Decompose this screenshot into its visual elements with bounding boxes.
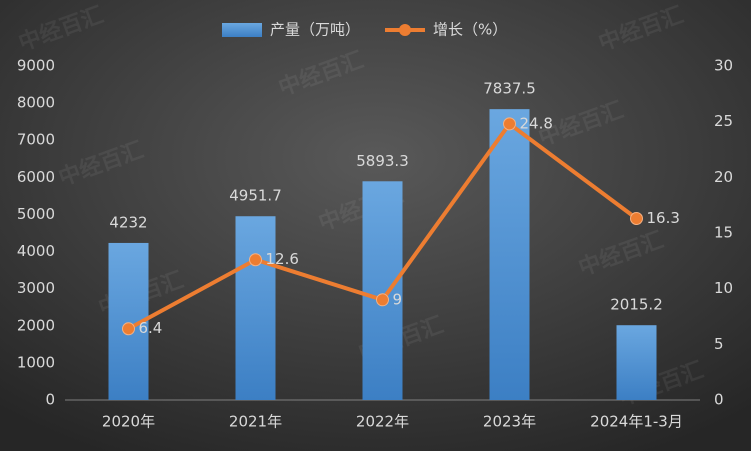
y-tick-label: 7000 bbox=[17, 131, 55, 149]
bar-value-label: 4232 bbox=[109, 213, 147, 231]
bar bbox=[616, 325, 657, 400]
x-tick-label: 2020年 bbox=[102, 413, 155, 431]
legend-label: 增长（%） bbox=[433, 21, 507, 39]
y-tick-label: 0 bbox=[45, 391, 55, 409]
line-marker bbox=[376, 293, 389, 307]
bar-value-label: 2015.2 bbox=[610, 296, 663, 314]
bar bbox=[235, 216, 276, 400]
line-marker bbox=[249, 253, 262, 267]
y-tick-label: 5000 bbox=[17, 205, 55, 223]
line-marker bbox=[630, 212, 643, 226]
y-tick-label: 3000 bbox=[17, 279, 55, 297]
y-tick-label: 6000 bbox=[17, 168, 55, 186]
bar-value-label: 4951.7 bbox=[229, 187, 282, 205]
y2-tick-label: 10 bbox=[714, 279, 733, 297]
line-value-label: 24.8 bbox=[520, 114, 553, 132]
y2-tick-label: 25 bbox=[714, 112, 733, 130]
bar bbox=[362, 181, 403, 400]
y2-tick-label: 20 bbox=[714, 168, 733, 186]
y2-tick-label: 30 bbox=[714, 57, 733, 75]
y-tick-label: 1000 bbox=[17, 353, 55, 371]
x-tick-label: 2023年 bbox=[483, 413, 536, 431]
line-value-label: 16.3 bbox=[647, 209, 680, 227]
legend-swatch bbox=[222, 23, 262, 37]
y-tick-label: 8000 bbox=[17, 94, 55, 112]
line-value-label: 6.4 bbox=[139, 319, 163, 337]
line-marker bbox=[122, 322, 135, 336]
bar-value-label: 5893.3 bbox=[356, 152, 409, 170]
y2-tick-label: 0 bbox=[714, 391, 724, 409]
y-tick-label: 2000 bbox=[17, 316, 55, 334]
bar-value-label: 7837.5 bbox=[483, 80, 536, 98]
x-tick-label: 2022年 bbox=[356, 413, 409, 431]
y-tick-label: 9000 bbox=[17, 57, 55, 75]
line-value-label: 12.6 bbox=[266, 250, 299, 268]
line-value-label: 9 bbox=[393, 290, 403, 308]
line-marker bbox=[503, 117, 516, 131]
y-tick-label: 4000 bbox=[17, 242, 55, 260]
y2-tick-label: 15 bbox=[714, 224, 733, 242]
legend-label: 产量（万吨） bbox=[270, 21, 360, 39]
y2-tick-label: 5 bbox=[714, 335, 724, 353]
legend-swatch bbox=[399, 24, 411, 36]
x-tick-label: 2021年 bbox=[229, 413, 282, 431]
bar bbox=[489, 109, 530, 401]
x-tick-label: 2024年1-3月 bbox=[590, 413, 683, 431]
